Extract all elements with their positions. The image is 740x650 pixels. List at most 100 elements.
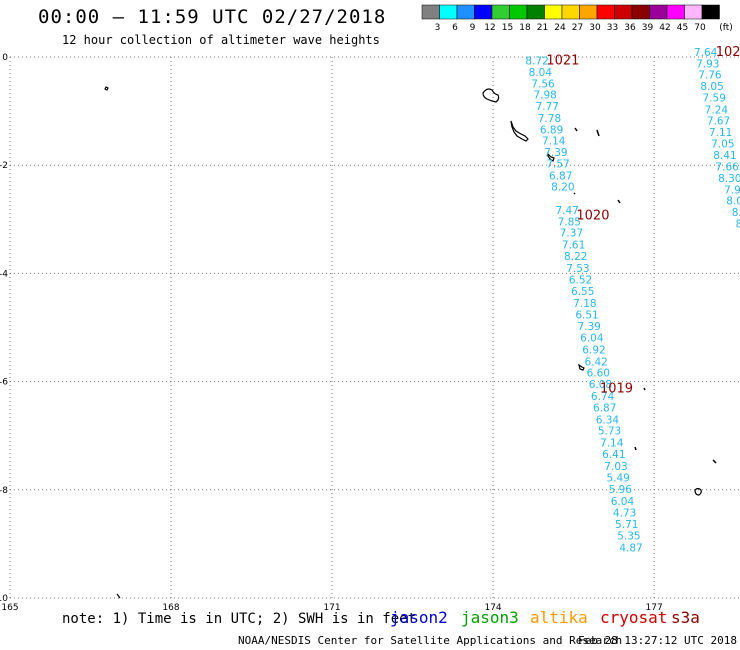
island-shape <box>116 593 121 599</box>
wave-height-label: 7.37 <box>560 228 583 240</box>
lat-tick-label: -4 <box>0 269 8 279</box>
lon-tick-label: 171 <box>323 603 340 613</box>
legend-swatch <box>439 4 458 20</box>
wave-height-label: 7.18 <box>573 298 596 310</box>
wave-height-label: 5.71 <box>615 519 638 531</box>
wave-height-label: 8 <box>736 218 740 230</box>
wave-height-label: 5.49 <box>606 473 629 485</box>
wave-height-label: 7.24 <box>705 104 729 116</box>
wave-height-label: 7.98 <box>533 90 556 102</box>
legend-label: 33 <box>607 23 618 33</box>
legend-label: 3 <box>435 23 441 33</box>
wave-height-label: 7.78 <box>538 113 561 125</box>
wave-height-label: 6.89 <box>540 124 563 136</box>
wave-height-label: 5.35 <box>617 531 640 543</box>
timestamp: Feb 28 13:27:12 UTC 2018 <box>578 634 737 647</box>
wave-height-label: 6.42 <box>584 356 607 368</box>
page-subtitle: 12 hour collection of altimeter wave hei… <box>62 33 380 47</box>
wave-height-label: 8.20 <box>551 182 574 194</box>
legend-swatch <box>456 4 475 20</box>
island-shape <box>694 487 702 496</box>
legend-label: 39 <box>642 23 654 33</box>
island-shape <box>574 127 578 132</box>
island-shape <box>617 199 621 204</box>
altimeter-tracks: 8.728.047.567.987.777.786.897.147.397.57… <box>525 47 740 555</box>
wave-height-label: 8.22 <box>564 251 587 263</box>
island-shape <box>634 446 637 451</box>
legend-label: 18 <box>519 23 531 33</box>
wave-height-label: 8.0 <box>726 196 740 208</box>
wave-height-label: 6.87 <box>549 170 572 182</box>
island-shape <box>547 152 555 162</box>
legend-label: 6 <box>452 23 458 33</box>
legend-label: 12 <box>484 23 495 33</box>
wave-height-label: 7.85 <box>558 216 581 228</box>
lat-tick-label: -10 <box>0 594 8 604</box>
wave-height-label: 4.73 <box>613 507 636 519</box>
legend-label: 30 <box>589 23 601 33</box>
lat-tick-label: -2 <box>0 161 8 171</box>
pressure-labels: 1021 1020 1019 102 <box>546 45 740 397</box>
wave-height-label: 8.05 <box>700 81 723 93</box>
wave-height-label: 8.04 <box>529 67 553 79</box>
legend-label: 36 <box>624 23 636 33</box>
island-shape <box>712 459 717 464</box>
wave-height-label: 4.87 <box>619 542 642 554</box>
wave-height-label: 8. <box>732 207 740 219</box>
legend-swatch <box>491 4 510 20</box>
pressure-label: 102 <box>716 45 740 60</box>
wave-height-label: 7.67 <box>707 116 730 128</box>
credit-text: NOAA/NESDIS Center for Satellite Applica… <box>238 634 623 647</box>
legend-label: 24 <box>554 23 566 33</box>
mission-cryosat: cryosat <box>600 608 668 627</box>
wave-height-label: 6.55 <box>571 286 594 298</box>
wave-height-label: 7.39 <box>544 147 567 159</box>
lon-tick-label: 177 <box>646 603 663 613</box>
color-legend: 3 6 9 12 15 18 21 24 27 30 33 36 39 42 45 70 (ft) <box>421 4 733 33</box>
island-outlines <box>104 86 717 599</box>
wave-height-label: 8.41 <box>713 150 736 162</box>
mission-jason3: jason3 <box>461 608 519 627</box>
legend-label: 42 <box>659 23 670 33</box>
wave-height-label: 7.93 <box>696 58 719 70</box>
island-shape <box>482 88 500 103</box>
wave-height-label: 7.76 <box>698 70 722 82</box>
wave-height-label: 5.73 <box>598 426 621 438</box>
mission-s3a: s3a <box>671 608 700 627</box>
legend-label: 27 <box>572 23 583 33</box>
lon-tick-label: 168 <box>162 603 179 613</box>
wave-height-label: 7.53 <box>566 263 589 275</box>
legend-swatch <box>579 4 598 20</box>
wave-height-label: 7.14 <box>600 438 624 450</box>
island-shape <box>573 192 576 195</box>
wave-height-label: 6.87 <box>593 402 616 414</box>
wave-height-label: 7.11 <box>709 127 732 139</box>
legend-swatch <box>666 4 685 20</box>
wave-height-label: 7.64 <box>694 47 718 59</box>
island-shape <box>104 86 109 91</box>
wave-height-label: 7.61 <box>562 240 585 252</box>
legend-swatch <box>561 4 580 20</box>
legend-unit: (ft) <box>719 23 733 33</box>
wave-height-label: 7.56 <box>531 78 555 90</box>
mission-altika: altika <box>530 608 588 627</box>
wave-height-label: 7.05 <box>711 138 734 150</box>
wave-height-label: 6.41 <box>602 449 625 461</box>
mission-jason2: jason2 <box>390 608 448 627</box>
legend-swatch <box>614 4 633 20</box>
map-grid: 165 168 171 174 177 0 -2 -4 -6 -8 -10 <box>0 53 740 613</box>
legend-swatch <box>631 4 650 20</box>
legend-label: 70 <box>694 23 706 33</box>
wave-height-label: 6.08 <box>589 379 612 391</box>
legend-swatch <box>649 4 668 20</box>
wave-height-label: 8.30 <box>718 173 740 185</box>
wave-height-label: 6.04 <box>580 333 604 345</box>
island-shape <box>510 120 529 142</box>
pressure-label: 1020 <box>576 208 609 223</box>
pressure-label: 1021 <box>546 54 579 69</box>
wave-height-label: 7.03 <box>604 461 627 473</box>
wave-height-label: 6.34 <box>596 414 620 426</box>
lon-tick-label: 174 <box>484 603 501 613</box>
wave-height-label: 7.9 <box>724 184 740 196</box>
